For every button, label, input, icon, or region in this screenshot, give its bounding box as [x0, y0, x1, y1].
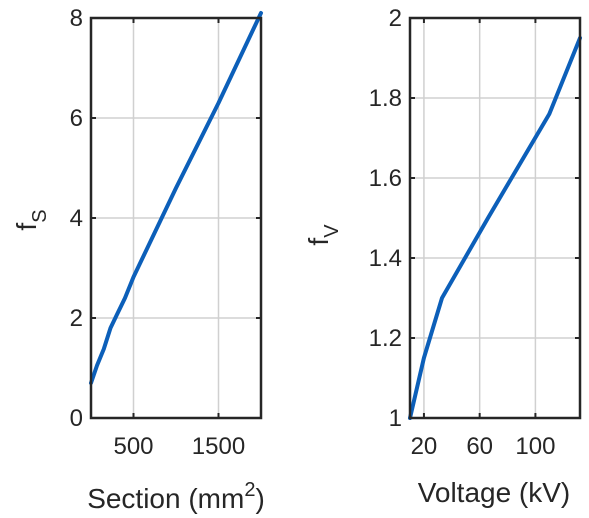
chart-voltage: 20 60 100 1 1.2 1.4 1.6 1.8 2: [369, 5, 582, 460]
series-line: [408, 36, 582, 420]
y-tick-label: 1: [389, 405, 402, 432]
y-axis-label-fv: fV: [303, 224, 343, 246]
y-tick-label: 4: [70, 205, 83, 232]
y-tick-label: 0: [70, 405, 83, 432]
y-axis-label-fs: fS: [11, 209, 51, 230]
x-tick-label: 20: [411, 433, 438, 460]
x-tick-label: 1500: [192, 433, 245, 460]
x-tick-label: 500: [113, 433, 153, 460]
x-tick-label: 60: [466, 433, 493, 460]
x-axis-label-voltage: Voltage (kV): [418, 477, 571, 508]
chart-section: 500 1500 0 2 4 6 8: [70, 5, 263, 460]
series-line: [89, 11, 263, 385]
y-tick-label: 2: [389, 5, 402, 32]
y-tick-label: 8: [70, 5, 83, 32]
x-tick-label: 100: [515, 433, 555, 460]
y-tick-label: 6: [70, 105, 83, 132]
y-tick-label: 2: [70, 305, 83, 332]
y-tick-label: 1.8: [369, 85, 402, 112]
y-tick-label: 1.6: [369, 165, 402, 192]
plot-frame: [408, 16, 582, 420]
y-tick-label: 1.2: [369, 325, 402, 352]
x-axis-label-section: Section (mm2): [87, 479, 265, 514]
y-tick-label: 1.4: [369, 245, 402, 272]
